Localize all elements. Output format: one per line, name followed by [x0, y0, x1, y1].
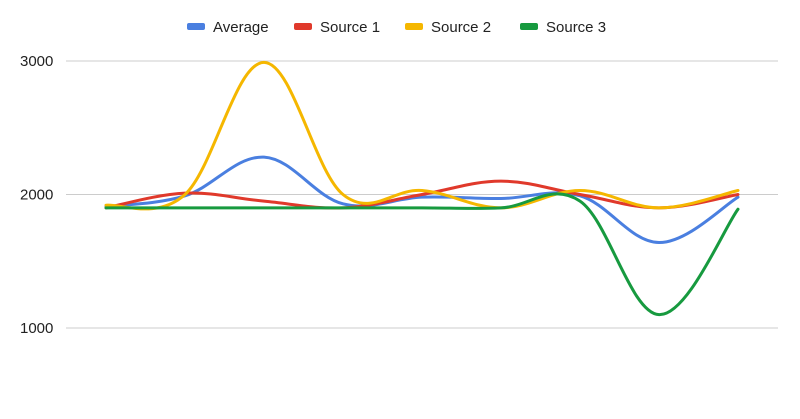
y-tick-label: 1000 [20, 320, 53, 337]
legend-label: Source 2 [431, 19, 491, 36]
legend: Average Source 1 Source 2 Source 3 [187, 19, 606, 36]
legend-item-source-3[interactable]: Source 3 [520, 19, 606, 36]
legend-label: Average [213, 19, 269, 36]
y-tick-label: 2000 [20, 187, 53, 204]
legend-swatch [187, 23, 205, 30]
series-line-source-2 [104, 60, 740, 211]
legend-label: Source 1 [320, 19, 380, 36]
series-line-average [104, 155, 740, 245]
legend-item-average[interactable]: Average [187, 19, 269, 36]
legend-swatch [405, 23, 423, 30]
series-lines [104, 60, 740, 317]
y-tick-label: 3000 [20, 53, 53, 70]
series-line-source-1 [104, 179, 740, 210]
legend-item-source-1[interactable]: Source 1 [294, 19, 380, 36]
legend-item-source-2[interactable]: Source 2 [405, 19, 491, 36]
legend-swatch [294, 23, 312, 30]
legend-swatch [520, 23, 538, 30]
y-axis-ticks: 1000 2000 3000 [20, 53, 53, 337]
legend-label: Source 3 [546, 19, 606, 36]
series-line-source-3 [104, 192, 740, 317]
